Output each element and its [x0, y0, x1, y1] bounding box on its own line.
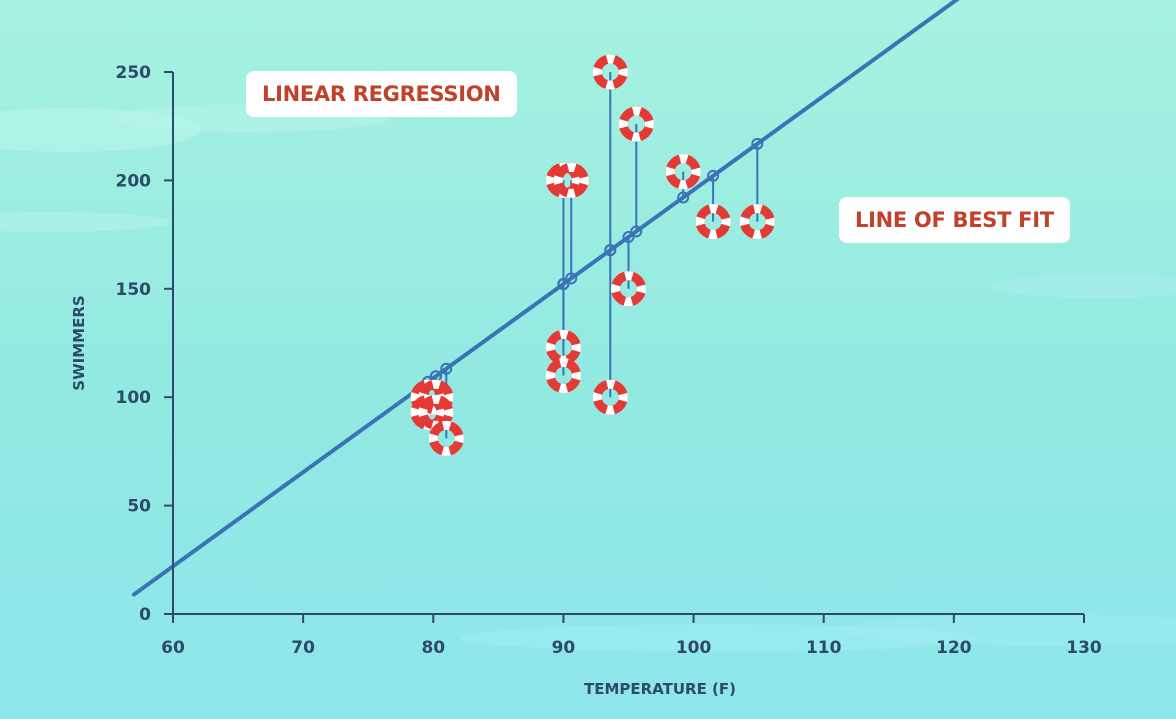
- ring-stripes: [553, 162, 589, 198]
- ring-stripes: [592, 379, 628, 415]
- ring-stripes: [592, 54, 628, 90]
- x-tick-label: 120: [936, 638, 972, 658]
- x-axis-title: TEMPERATURE (F): [584, 680, 736, 698]
- life-ring-marker: [618, 106, 654, 142]
- ring-stripes: [611, 271, 646, 307]
- y-tick-label: 200: [116, 171, 152, 191]
- fitted-point: [630, 225, 643, 238]
- background-clouds: [0, 104, 1176, 652]
- axes: [164, 71, 1085, 623]
- life-ring-marker: [695, 204, 731, 240]
- fitted-point: [557, 278, 570, 291]
- ring-stripes: [545, 358, 581, 394]
- x-tick-label: 130: [1066, 638, 1102, 658]
- residual-lines: [427, 72, 759, 439]
- ring-stripes: [739, 204, 775, 240]
- best-fit-annotation: LINE OF BEST FIT: [839, 197, 1070, 243]
- y-tick-label: 0: [139, 605, 151, 625]
- life-ring-marker: [545, 358, 581, 394]
- life-ring-marker: [553, 162, 589, 198]
- x-tick-label: 90: [552, 638, 576, 658]
- ring-stripes: [618, 106, 654, 142]
- life-ring-marker: [739, 204, 775, 240]
- fitted-point: [677, 191, 690, 204]
- x-tick-label: 80: [421, 638, 445, 658]
- fitted-points: [422, 137, 764, 388]
- y-tick-label: 150: [116, 280, 152, 300]
- fitted-point: [622, 230, 635, 243]
- chart-title: LINEAR REGRESSION: [246, 71, 517, 117]
- life-ring-marker: [428, 420, 464, 456]
- x-tick-label: 70: [291, 638, 315, 658]
- best-fit-line: [131, 0, 960, 597]
- x-tick-label: 60: [161, 638, 185, 658]
- x-tick-label: 110: [806, 638, 842, 658]
- ring-stripes: [665, 154, 701, 190]
- life-ring-marker: [592, 54, 628, 90]
- fitted-point: [707, 169, 720, 182]
- life-ring-marker: [611, 271, 646, 307]
- y-tick-label: 50: [127, 497, 151, 517]
- y-axis-title: SWIMMERS: [70, 295, 88, 390]
- life-ring-marker: [665, 154, 701, 190]
- ring-stripes: [428, 420, 464, 456]
- x-tick-label: 100: [676, 638, 712, 658]
- y-tick-labels: 0 50 100 150 200 250: [116, 63, 152, 625]
- y-tick-label: 100: [116, 388, 152, 408]
- fitted-point: [565, 272, 578, 285]
- fitted-point: [440, 362, 453, 375]
- fitted-point: [751, 137, 764, 150]
- x-tick-labels: 60 70 80 90 100 110 120 130: [161, 638, 1102, 658]
- life-ring-marker: [592, 379, 628, 415]
- fitted-point: [604, 244, 617, 257]
- data-point-markers: [410, 54, 775, 456]
- best-fit-layer: [131, 0, 960, 597]
- ring-stripes: [695, 204, 731, 240]
- y-tick-label: 250: [116, 63, 152, 83]
